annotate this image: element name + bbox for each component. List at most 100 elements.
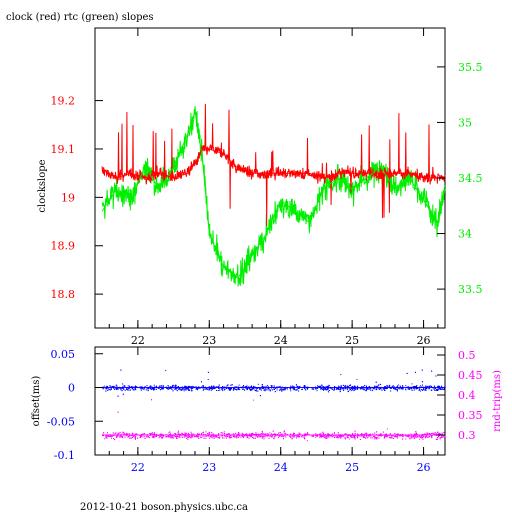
offset-point — [415, 388, 417, 390]
offset-point — [257, 390, 259, 392]
rtt-point — [103, 432, 105, 433]
offset-point — [218, 387, 220, 389]
rtt-point — [188, 432, 189, 434]
offset-point — [356, 389, 358, 390]
offset-point — [303, 385, 305, 387]
offset-point — [363, 388, 365, 390]
rtt-point — [391, 437, 393, 439]
offset-point — [405, 388, 407, 390]
offset-point — [248, 386, 250, 388]
rtt-point — [441, 432, 443, 434]
offset-point — [381, 389, 383, 391]
rtt-point — [436, 438, 438, 440]
offset-point — [213, 385, 215, 387]
rtt-point — [337, 432, 339, 434]
offset-point — [419, 389, 420, 391]
rtt-point — [264, 436, 266, 438]
offset-point — [235, 388, 237, 390]
y-right-tick-label: 34 — [458, 228, 472, 241]
offset-point — [377, 385, 379, 387]
offset-point — [320, 388, 322, 390]
offset-point — [305, 389, 307, 391]
rtt-point — [122, 432, 124, 434]
rtt-point — [308, 433, 310, 435]
offset-point — [298, 388, 300, 389]
rtt-point — [243, 433, 245, 435]
rtt-point — [158, 437, 160, 439]
offset-point — [348, 388, 350, 389]
rtt-point — [146, 436, 148, 438]
rtt-point — [269, 435, 271, 437]
rtt-point — [401, 436, 403, 438]
offset-point — [378, 387, 380, 389]
rtt-point — [238, 433, 240, 434]
rtt-point — [267, 435, 269, 437]
rtt-point — [247, 435, 249, 437]
offset-point — [165, 370, 167, 372]
offset-point — [301, 389, 303, 390]
offset-point — [183, 390, 185, 392]
offset-point — [347, 390, 349, 392]
offset-point — [173, 385, 175, 387]
offset-point — [397, 384, 399, 386]
rtt-point — [267, 433, 269, 435]
offset-point — [438, 389, 440, 391]
rtt-point — [420, 436, 422, 438]
offset-point — [257, 383, 259, 385]
offset-point — [172, 390, 174, 392]
offset-point — [111, 386, 113, 387]
offset-point — [263, 386, 265, 388]
offset-point — [328, 384, 330, 386]
rtt-point — [258, 435, 260, 437]
offset-point — [286, 388, 288, 390]
offset-point — [162, 385, 164, 387]
offset-point — [181, 388, 183, 390]
rtt-point — [116, 435, 118, 437]
rtt-point — [111, 437, 112, 439]
rtt-point — [189, 436, 191, 438]
rtt-point — [327, 435, 329, 437]
rtt-point — [304, 433, 306, 435]
offset-point — [316, 390, 318, 392]
rtc-raw-trace — [101, 106, 446, 287]
rtt-point — [246, 435, 248, 437]
offset-point — [291, 387, 293, 389]
offset-point — [341, 388, 343, 390]
offset-point — [157, 387, 159, 389]
rtt-point — [283, 431, 285, 433]
offset-point — [182, 389, 184, 391]
rtt-point — [274, 436, 275, 438]
offset-point — [408, 388, 410, 390]
offset-point — [178, 388, 180, 390]
offset-point — [292, 389, 294, 391]
offset-point — [416, 386, 417, 387]
rtt-point — [338, 436, 340, 438]
offset-point — [261, 384, 263, 386]
offset-point — [202, 389, 204, 391]
offset-point — [384, 389, 386, 391]
offset-point — [413, 386, 415, 388]
rtt-point — [319, 436, 320, 438]
rtt-point — [257, 433, 259, 435]
rtt-point — [326, 437, 328, 439]
rtt-point — [346, 435, 348, 437]
rtt-point — [211, 432, 213, 434]
rtt-point — [124, 433, 126, 435]
rtt-point — [242, 433, 244, 435]
rtt-point — [321, 436, 323, 437]
offset-point — [353, 387, 355, 389]
rtt-point — [380, 435, 382, 437]
rtt-point — [437, 433, 439, 435]
rtt-point — [431, 437, 433, 439]
rtt-point — [255, 432, 257, 434]
rtt-point — [264, 433, 266, 435]
offset-point — [304, 388, 306, 390]
rtt-point — [177, 436, 179, 438]
rtt-point — [175, 433, 177, 435]
offset-point — [398, 387, 400, 389]
rtt-point — [337, 437, 339, 439]
offset-point — [321, 389, 323, 390]
rtt-point — [172, 437, 174, 439]
offset-point — [386, 385, 388, 386]
offset-point — [122, 387, 124, 389]
